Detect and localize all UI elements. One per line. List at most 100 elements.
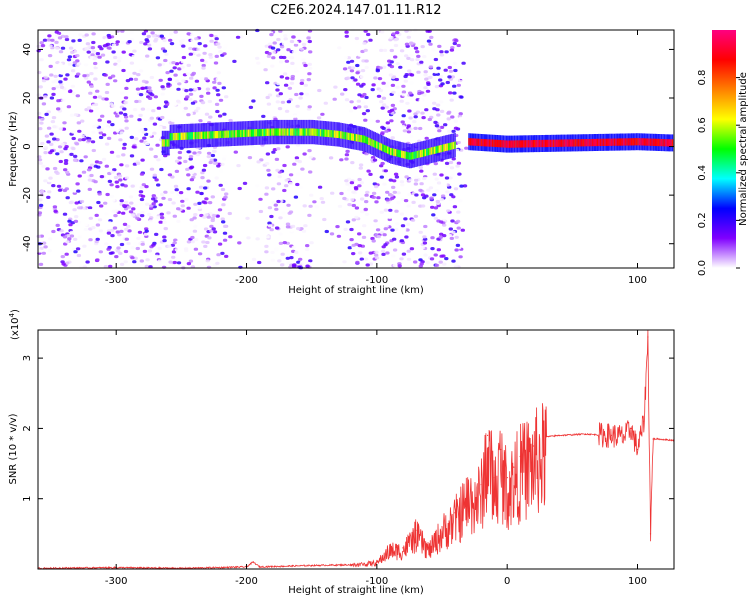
spectrogram-cell <box>397 264 402 268</box>
spectrogram-cell <box>73 237 78 241</box>
spectrogram-cell <box>105 60 110 64</box>
spectrogram-cell <box>397 92 403 96</box>
spectrogram-band-core <box>543 139 545 148</box>
spectrogram-cell <box>143 127 148 132</box>
spectrogram-cell <box>198 119 203 123</box>
spectrogram-cell <box>389 193 394 197</box>
spectrogram-cell <box>43 75 48 79</box>
spectrogram-cell <box>286 65 291 69</box>
spectrogram-cell <box>276 37 281 42</box>
spectrogram-cell <box>158 203 163 207</box>
spectrogram-cell <box>181 44 186 48</box>
spectrogram-cell <box>449 166 455 170</box>
spectrogram-cell <box>189 76 194 80</box>
spectrogram-cell <box>61 262 66 266</box>
spectrogram-band-core <box>663 139 666 147</box>
spectrogram-cell <box>68 46 74 50</box>
spectrogram-cell <box>344 70 349 74</box>
spectrogram-cell <box>286 203 291 207</box>
spectrogram-cell <box>153 199 158 203</box>
spectrogram-cell <box>63 147 68 151</box>
spectrogram-cell <box>162 49 168 53</box>
spectrogram-cell <box>67 219 72 223</box>
spectrogram-cell <box>63 159 69 163</box>
spectrogram-cell <box>40 141 45 146</box>
spectrogram-cell <box>264 44 269 48</box>
spectrogram-cell <box>96 200 101 205</box>
spectrogram-cell <box>126 205 132 209</box>
spectrogram-cell <box>426 39 432 43</box>
snr-y-axis-label: SNR (10 * v/v) <box>8 413 19 484</box>
spectrogram-cell <box>464 146 469 150</box>
spectrogram-cell <box>418 98 423 102</box>
spectrogram-cell <box>372 179 378 183</box>
spectrogram-cell <box>40 117 45 121</box>
spectrogram-cell <box>74 142 80 146</box>
spectrogram-cell <box>264 192 269 196</box>
spectrogram-cell <box>330 191 335 195</box>
spectrogram-cell <box>127 71 132 75</box>
spectrogram-cell <box>186 113 191 117</box>
spectrogram-cell <box>123 112 128 117</box>
spectrogram-cell <box>436 113 441 117</box>
spectrogram-cell <box>251 99 256 103</box>
spectrogram-band-core <box>383 145 386 153</box>
spectrogram-cell <box>194 109 199 113</box>
spectrogram-cell <box>170 175 175 179</box>
spectrogram-cell <box>150 31 155 35</box>
spectrogram-cell <box>193 202 198 206</box>
spectrogram-cell <box>39 189 45 193</box>
spectrogram-cell <box>288 210 294 214</box>
x-tick-label: -100 <box>366 275 389 286</box>
spectrogram-band-core <box>541 139 544 148</box>
snr-point <box>506 477 508 479</box>
spectrogram-cell <box>65 170 70 174</box>
spectrogram-cell <box>202 163 208 168</box>
spectrogram-cell <box>43 95 48 99</box>
spectrogram-band-core <box>233 130 236 138</box>
spectrogram-cell <box>81 170 87 174</box>
spectrogram-cell <box>57 188 63 192</box>
spectrogram-cell <box>160 115 165 120</box>
spectrogram-cell <box>131 139 137 144</box>
spectrogram-band-core <box>385 145 387 153</box>
spectrogram-cell <box>372 158 378 162</box>
spectrogram-cell <box>392 263 398 267</box>
spectrogram-cell <box>115 114 120 118</box>
spectrogram-cell <box>382 48 388 53</box>
spectrogram-cell <box>347 203 352 207</box>
spectrogram-band-core <box>218 130 220 139</box>
spectrogram-cell <box>267 93 273 97</box>
spectrogram-cell <box>100 114 105 118</box>
spectrogram-cell <box>124 86 129 90</box>
spectrogram-cell <box>166 211 171 215</box>
spectrogram-cell <box>90 53 95 57</box>
spectrogram-band-core <box>286 128 289 136</box>
snr-point <box>350 564 352 566</box>
spectrogram-cell <box>456 226 461 230</box>
spectrogram-cell <box>121 153 126 157</box>
spectrogram-band-core <box>376 141 378 149</box>
spectrogram-cell <box>135 161 141 166</box>
spectrogram-cell <box>410 218 416 222</box>
spectrogram-band-core <box>183 132 186 140</box>
spectrogram-cell <box>255 184 260 188</box>
spectrogram-cell <box>56 107 61 111</box>
spectrogram-band-core <box>601 138 603 146</box>
spectrogram-cell <box>162 220 167 224</box>
spectrogram-cell <box>164 52 169 56</box>
spectrogram-cell <box>154 37 159 42</box>
spectrogram-band-core <box>446 143 448 151</box>
spectrogram-cell <box>58 50 64 54</box>
spectrogram-band-core <box>554 139 556 147</box>
spectrogram-cell <box>38 198 43 202</box>
spectrogram-cell <box>282 163 287 168</box>
spectrogram-cell <box>39 246 44 250</box>
spectrogram-cell <box>98 229 104 233</box>
spectrogram-cell <box>402 255 407 259</box>
spectrogram-band-core <box>596 138 599 147</box>
spectrogram-cell <box>264 186 270 190</box>
spectrogram-cell <box>286 261 291 265</box>
spectrogram-cell <box>98 135 104 140</box>
spectrogram-cell <box>264 162 270 166</box>
